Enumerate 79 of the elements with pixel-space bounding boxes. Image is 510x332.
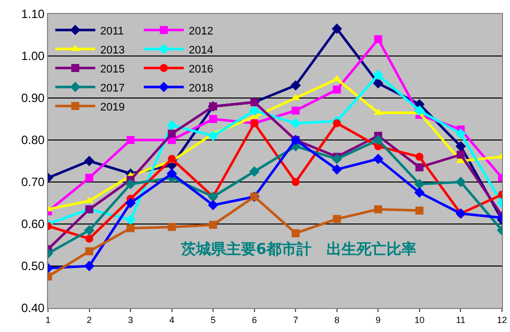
legend-label: 2017 xyxy=(100,82,125,94)
point xyxy=(414,178,425,190)
y-tick-label: 1.10 xyxy=(21,7,45,22)
x-tick-label: 12 xyxy=(496,314,508,325)
point xyxy=(168,130,176,138)
y-tick-label: 0.60 xyxy=(21,217,45,232)
legend-label: 2012 xyxy=(188,25,214,38)
point xyxy=(415,206,424,215)
point xyxy=(85,234,94,243)
legend-label: 2014 xyxy=(188,44,214,56)
point xyxy=(372,154,384,164)
point xyxy=(456,141,466,152)
point xyxy=(292,106,300,115)
x-tick-label: 4 xyxy=(169,314,174,325)
point xyxy=(372,70,384,80)
point xyxy=(85,247,94,256)
x-tick-label: 11 xyxy=(456,314,466,325)
x-tick-label: 7 xyxy=(293,314,298,325)
point xyxy=(249,105,260,116)
point xyxy=(332,154,342,164)
point xyxy=(374,205,382,214)
point xyxy=(209,220,218,229)
point xyxy=(372,134,384,146)
point xyxy=(414,105,425,116)
point xyxy=(85,174,94,182)
point xyxy=(415,152,424,161)
point xyxy=(168,154,176,163)
point xyxy=(372,78,384,88)
point xyxy=(414,187,425,198)
point xyxy=(292,178,300,186)
point xyxy=(332,24,342,34)
point xyxy=(249,166,260,177)
point xyxy=(166,120,178,130)
legend-label: 2018 xyxy=(188,82,214,94)
annotation: 茨城県主要6都市計 出生死亡比率 xyxy=(180,240,416,258)
x-tick-label: 3 xyxy=(128,314,134,325)
point xyxy=(168,222,176,231)
point xyxy=(290,118,301,128)
point xyxy=(84,225,94,236)
point xyxy=(126,224,135,232)
legend-label: 2011 xyxy=(100,25,124,38)
legend-label: 2019 xyxy=(100,101,125,114)
point xyxy=(125,198,136,208)
point xyxy=(208,130,218,141)
point xyxy=(332,214,341,223)
y-tick-label: 1.00 xyxy=(21,49,45,64)
point xyxy=(374,35,382,44)
point xyxy=(292,229,300,238)
x-tick-label: 1 xyxy=(45,314,51,325)
point xyxy=(84,260,94,272)
x-tick-label: 10 xyxy=(414,314,424,325)
x-tick-label: 6 xyxy=(252,314,257,325)
point xyxy=(332,119,341,128)
y-tick-label: 0.40 xyxy=(21,301,45,316)
point xyxy=(208,200,218,210)
x-tick-label: 5 xyxy=(210,314,216,325)
point xyxy=(456,176,466,188)
x-tick-label: 8 xyxy=(334,314,340,325)
legend-label: 2015 xyxy=(100,63,125,76)
legend-label: 2016 xyxy=(188,63,214,76)
point xyxy=(332,164,342,175)
y-tick-label: 0.80 xyxy=(21,133,45,148)
y-tick-label: 0.70 xyxy=(21,175,45,190)
y-tick-label: 0.90 xyxy=(21,91,45,106)
x-tick-label: 2 xyxy=(86,314,92,325)
point xyxy=(290,80,301,91)
point xyxy=(126,136,135,144)
point xyxy=(125,214,136,225)
point xyxy=(332,86,341,94)
point xyxy=(456,150,465,159)
x-tick-label: 9 xyxy=(376,314,381,325)
point xyxy=(456,128,466,139)
legend-label: 2013 xyxy=(100,44,125,56)
point xyxy=(166,168,178,179)
point xyxy=(84,156,94,166)
point xyxy=(209,115,218,123)
y-tick-label: 0.50 xyxy=(21,259,45,274)
point xyxy=(125,178,136,190)
point xyxy=(415,163,424,172)
